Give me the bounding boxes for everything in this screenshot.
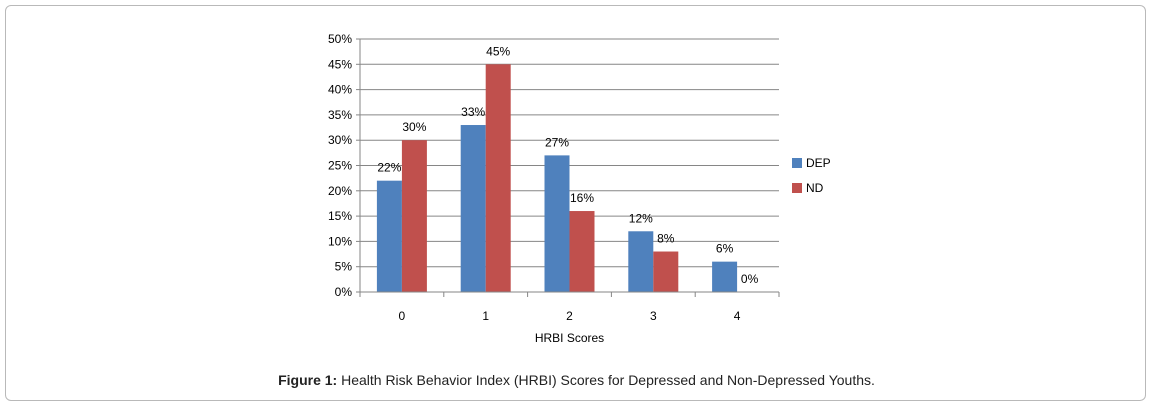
legend-swatch-nd (792, 183, 802, 193)
legend-swatch-dep (792, 158, 802, 168)
bar-nd (653, 251, 679, 292)
y-tick-label: 10% (328, 234, 352, 248)
y-tick-label: 25% (328, 159, 352, 173)
x-tick-label: 1 (482, 309, 489, 323)
y-tick-label: 50% (328, 32, 352, 46)
x-tick-labels: 0 1 2 3 4 (359, 292, 780, 323)
data-label: 45% (486, 44, 510, 58)
caption-label: Figure 1: (278, 372, 338, 388)
x-tick-label: 3 (650, 309, 657, 323)
grid-lines (360, 38, 779, 268)
figure-frame (5, 5, 1146, 401)
x-tick-label: 4 (734, 309, 741, 323)
y-tick-label: 30% (328, 133, 352, 147)
bar-dep (712, 261, 738, 292)
y-tick-label: 45% (328, 57, 352, 71)
y-tick-label: 20% (328, 184, 352, 198)
data-label: 16% (570, 191, 594, 205)
y-tick-label: 40% (328, 83, 352, 97)
bar-dep (544, 155, 570, 292)
caption-text: Health Risk Behavior Index (HRBI) Scores… (337, 372, 875, 388)
legend-label-dep: DEP (806, 156, 831, 170)
y-tick-labels: 0% 5% 10% 15% 20% 25% 30% 35% 40% 45% 50% (328, 32, 360, 299)
data-label: 30% (402, 120, 426, 134)
bar-nd (485, 64, 511, 292)
data-label: 12% (629, 211, 653, 225)
y-tick-label: 35% (328, 108, 352, 122)
legend: DEP ND (792, 156, 831, 195)
y-tick-label: 5% (335, 260, 353, 274)
x-axis-title: HRBI Scores (535, 331, 604, 345)
x-tick-label: 2 (566, 309, 573, 323)
data-label: 6% (716, 242, 734, 256)
bars (376, 64, 738, 293)
data-label: 27% (545, 135, 569, 149)
data-label: 33% (461, 105, 485, 119)
x-tick-label: 0 (399, 309, 406, 323)
data-label: 22% (377, 161, 401, 175)
bar-dep (376, 180, 402, 292)
figure-caption: Figure 1: Health Risk Behavior Index (HR… (0, 372, 1153, 388)
bar-chart: 0%5%10%15%20%25%30%35%40%45%50% 22%30%33… (328, 32, 831, 345)
data-label: 8% (657, 232, 675, 246)
bar-dep (460, 125, 486, 293)
y-tick-label: 15% (328, 209, 352, 223)
legend-label-nd: ND (806, 181, 824, 195)
bar-nd (569, 211, 595, 292)
y-tick-label: 0% (335, 285, 353, 299)
data-label: 0% (741, 272, 759, 286)
bar-nd (401, 140, 427, 292)
data-labels: 22% 30% 33% 45% 27% 16% 12% 8% 6% 0% (377, 44, 758, 286)
bar-dep (628, 231, 654, 292)
